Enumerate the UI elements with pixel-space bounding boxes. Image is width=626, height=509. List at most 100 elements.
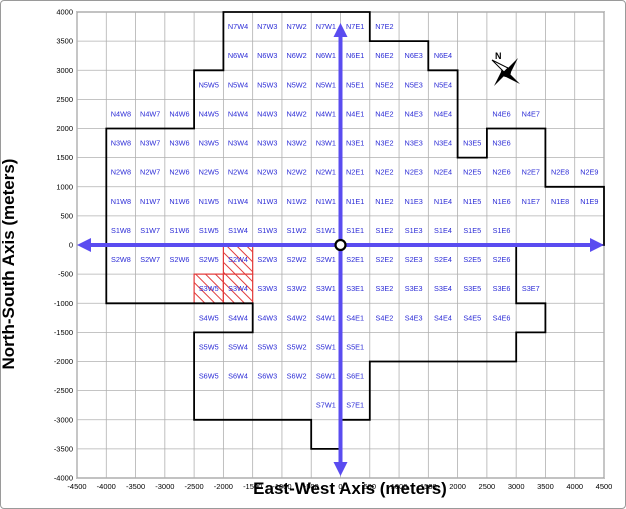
cell-label-s4e3: S4E3 [405,313,423,322]
x-tick-label: -4000 [97,482,116,491]
cell-label-s2w2: S2W2 [287,255,307,264]
y-tick-label: -3500 [54,444,73,453]
cell-label-n6e4: N6E4 [434,51,452,60]
y-tick-label: 3500 [56,37,73,46]
hatched-cell-s3w4 [222,273,254,304]
cell-label-n5w3: N5W3 [257,80,277,89]
cell-label-n6w4: N6W4 [228,51,248,60]
x-tick-label: -2000 [214,482,233,491]
cell-label-n4e4: N4E4 [434,109,452,118]
cell-label-n3w4: N3W4 [228,139,248,148]
cell-label-s5w5: S5W5 [199,342,219,351]
cell-label-n2w7: N2W7 [140,168,160,177]
cell-label-s4w4: S4W4 [228,313,248,322]
origin-marker [334,238,347,252]
cell-label-n4w3: N4W3 [257,109,277,118]
cell-label-n5w5: N5W5 [199,80,219,89]
cell-label-n4w7: N4W7 [140,109,160,118]
cell-label-n5e4: N5E4 [434,80,452,89]
compass-north-label: N [495,51,502,61]
cell-label-n1w8: N1W8 [111,197,131,206]
cell-label-s1e4: S1E4 [434,226,452,235]
cell-label-s1w7: S1W7 [140,226,160,235]
cell-label-s4e2: S4E2 [375,313,393,322]
x-tick-label: 3500 [537,482,554,491]
cell-label-s1w2: S1W2 [287,226,307,235]
cell-label-s1e5: S1E5 [463,226,481,235]
cell-label-n2e8: N2E8 [551,168,569,177]
cell-label-s6w1: S6W1 [316,372,336,381]
cell-label-n2e9: N2E9 [580,168,598,177]
cell-label-s2w4: S2W4 [228,255,248,264]
cell-label-n6e1: N6E1 [346,51,364,60]
y-tick-label: 0 [69,241,73,250]
cell-label-s1e1: S1E1 [346,226,364,235]
x-tick-label: -500 [304,482,319,491]
cell-label-s6e1: S6E1 [346,372,364,381]
cell-label-n4e1: N4E1 [346,109,364,118]
cell-label-s2w6: S2W6 [170,255,190,264]
cell-label-s3e2: S3E2 [375,284,393,293]
cell-label-n2w6: N2W6 [169,168,189,177]
cell-label-n3e1: N3E1 [346,139,364,148]
cell-label-n5w4: N5W4 [228,80,248,89]
y-tick-label: -1500 [54,328,73,337]
cell-label-s5e1: S5E1 [346,342,364,351]
cell-label-s3e7: S3E7 [522,284,540,293]
cell-label-s3w1: S3W1 [316,284,336,293]
cell-label-s6w5: S6W5 [199,372,219,381]
x-axis-arrowhead-left [77,238,91,252]
cell-label-s2w7: S2W7 [140,255,160,264]
cell-label-s3e3: S3E3 [405,284,423,293]
cell-label-n1w6: N1W6 [169,197,189,206]
cell-label-s5w4: S5W4 [228,342,248,351]
x-tick-label: 2500 [479,482,496,491]
cell-label-n1w4: N1W4 [228,197,248,206]
compass-needle-sw [494,70,506,86]
cell-label-s2e1: S2E1 [346,255,364,264]
x-tick-label: 2000 [449,482,466,491]
cell-label-s4w1: S4W1 [316,313,336,322]
cell-label-n4e3: N4E3 [405,109,423,118]
y-tick-label: 1500 [56,153,73,162]
cell-label-n3w2: N3W2 [286,139,306,148]
cell-label-s2e2: S2E2 [375,255,393,264]
cell-label-n6e3: N6E3 [405,51,423,60]
cell-label-n4e6: N4E6 [492,109,510,118]
cell-label-s4e5: S4E5 [463,313,481,322]
cell-label-s3e4: S3E4 [434,284,452,293]
cell-label-n7e1: N7E1 [346,22,364,31]
x-tick-label: -2500 [185,482,204,491]
cell-label-s4w5: S4W5 [199,313,219,322]
cell-label-n1w5: N1W5 [199,197,219,206]
x-tick-label: 3000 [508,482,525,491]
cell-label-s1w3: S1W3 [257,226,277,235]
cell-label-n2w2: N2W2 [286,168,306,177]
compass-icon: N [491,51,520,86]
cell-label-s3e5: S3E5 [463,284,481,293]
cell-label-n4e2: N4E2 [375,109,393,118]
x-tick-label: -4500 [67,482,86,491]
cell-label-s2e4: S2E4 [434,255,452,264]
compass-needle-ne [506,58,518,74]
y-tick-label: -2500 [54,386,73,395]
y-tick-label: 3000 [56,66,73,75]
cell-label-s7w1: S7W1 [316,401,336,410]
y-tick-label: 2000 [56,124,73,133]
cell-label-s3w5: S3W5 [199,284,219,293]
cell-label-n3e3: N3E3 [405,139,423,148]
cell-label-s4w3: S4W3 [257,313,277,322]
compass-needle-nw [491,59,509,73]
y-tick-label: -500 [58,270,73,279]
cell-label-n6w2: N6W2 [286,51,306,60]
compass-needle-se [504,72,520,84]
cell-label-n2w5: N2W5 [199,168,219,177]
cell-label-s6w3: S6W3 [257,372,277,381]
cell-label-n2e3: N2E3 [405,168,423,177]
cell-label-s7e1: S7E1 [346,401,364,410]
x-axis-title: East-West Axis (meters) [253,479,447,498]
cell-label-n7w1: N7W1 [316,22,336,31]
y-tick-label: -2000 [54,357,73,366]
cell-label-s5w1: S5W1 [316,342,336,351]
cell-label-s3e1: S3E1 [346,284,364,293]
